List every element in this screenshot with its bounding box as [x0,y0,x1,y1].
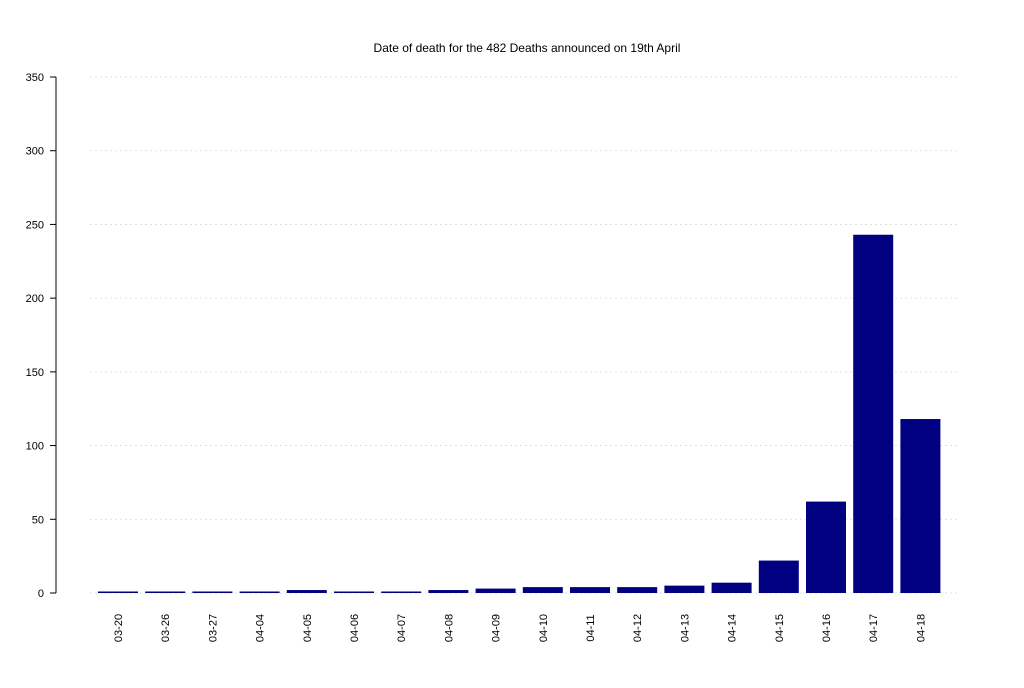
x-tick-label: 04-15 [774,614,786,642]
x-tick-label: 04-04 [255,614,267,642]
y-tick-label: 300 [26,146,44,158]
y-tick-label: 100 [26,441,44,453]
bar-04-10 [522,587,563,593]
y-tick-label: 200 [26,293,44,305]
x-tick-label: 04-06 [349,614,361,642]
bar-04-12 [617,587,658,593]
y-tick-label: 50 [32,514,44,526]
bar-04-09 [475,588,516,593]
bar-04-07 [381,591,422,593]
x-axis: 03-20 03-26 03-27 04-04 04-05 04-06 04-07 04-08… [113,614,927,642]
bar-03-27 [192,591,233,593]
bar-04-04 [239,591,280,593]
x-tick-label: 04-18 [915,614,927,642]
bar-04-13 [664,585,705,593]
x-tick-label: 04-07 [396,614,408,642]
bar-04-08 [428,590,469,593]
x-tick-label: 04-16 [821,614,833,642]
y-tick-label: 250 [26,219,44,231]
y-axis: 0 50 100 150 200 250 300 350 [26,72,57,600]
x-tick-label: 04-17 [868,614,880,642]
x-tick-label: 04-14 [727,614,739,642]
bar-04-18 [900,419,941,593]
x-tick-label: 04-11 [585,614,597,641]
chart-title: Date of death for the 482 Deaths announc… [374,41,681,55]
bar-04-06 [334,591,374,593]
bar-04-05 [286,590,327,593]
bar-03-20 [98,591,138,593]
x-tick-label: 04-10 [538,614,550,642]
x-tick-label: 04-09 [491,614,503,642]
bar-04-14 [711,582,752,593]
x-tick-label: 04-05 [302,614,314,642]
bar-04-17 [853,234,894,593]
bar-04-15 [758,560,799,593]
x-tick-label: 03-20 [113,614,125,642]
x-tick-label: 03-27 [207,614,219,642]
bars [98,234,941,593]
bar-04-11 [570,587,610,593]
bar-04-16 [806,501,846,593]
x-tick-label: 03-26 [160,614,172,642]
y-tick-label: 350 [26,72,44,84]
bar-03-26 [145,591,186,593]
x-tick-label: 04-08 [443,614,455,642]
y-tick-label: 150 [26,367,44,379]
x-tick-label: 04-13 [679,614,691,642]
grid-lines [90,76,960,594]
x-tick-label: 04-12 [632,614,644,642]
y-tick-label: 0 [38,588,44,600]
